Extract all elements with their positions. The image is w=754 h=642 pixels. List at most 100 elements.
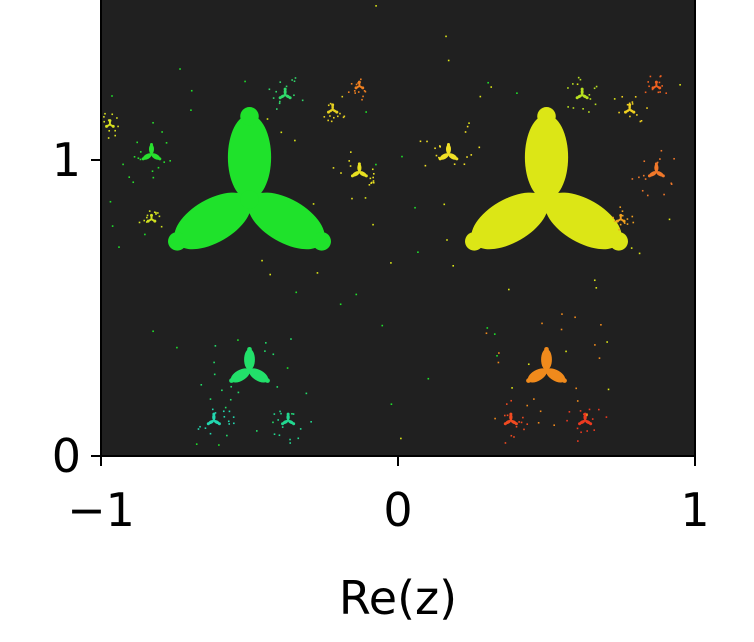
fractal-blob-20 xyxy=(615,213,626,223)
speckle xyxy=(160,225,163,228)
speckle xyxy=(494,417,496,420)
speckle xyxy=(371,168,374,171)
speckle xyxy=(111,225,114,227)
speckle xyxy=(493,333,496,335)
fractal-blob-4 xyxy=(141,142,162,161)
speckle xyxy=(630,247,633,249)
speckle xyxy=(265,342,267,344)
speckle xyxy=(276,108,278,110)
speckle xyxy=(497,361,500,364)
speckle xyxy=(446,239,448,241)
speckle xyxy=(589,98,592,100)
speckle xyxy=(576,427,579,430)
speckle xyxy=(213,373,216,376)
speckle xyxy=(593,279,596,282)
speckle xyxy=(479,95,482,98)
speckle xyxy=(631,178,634,180)
speckle xyxy=(478,146,481,149)
speckle xyxy=(594,344,596,346)
speckle xyxy=(332,167,335,169)
speckle xyxy=(269,273,272,276)
speckle xyxy=(629,115,631,118)
speckle xyxy=(506,414,509,417)
speckle xyxy=(598,357,601,359)
speckle xyxy=(280,131,283,134)
fractal-blob-1 xyxy=(465,107,628,251)
speckle xyxy=(400,437,402,440)
fractal-blob-9 xyxy=(281,412,296,426)
speckle xyxy=(568,411,571,413)
speckle xyxy=(104,112,106,115)
speckle xyxy=(278,434,281,437)
speckle xyxy=(522,416,524,419)
speckle xyxy=(445,35,447,38)
speckle xyxy=(516,92,518,94)
speckle xyxy=(372,223,374,226)
speckle xyxy=(426,140,428,143)
speckle xyxy=(605,416,608,418)
speckle xyxy=(553,424,555,427)
speckle xyxy=(255,430,258,432)
speckle xyxy=(143,219,146,222)
speckle xyxy=(132,181,135,184)
speckle xyxy=(161,131,163,133)
speckle xyxy=(636,114,638,116)
speckle xyxy=(111,113,114,116)
speckle xyxy=(613,220,616,223)
speckle xyxy=(351,197,353,200)
speckle xyxy=(339,303,342,306)
speckle xyxy=(526,404,529,407)
speckle xyxy=(606,341,608,343)
speckle xyxy=(146,214,149,217)
speckle xyxy=(341,95,344,98)
fractal-blob-6 xyxy=(350,162,368,178)
x-axis-label: Re(z) xyxy=(339,571,457,625)
speckle xyxy=(647,81,650,83)
speckle xyxy=(148,210,151,212)
speckle xyxy=(209,398,212,400)
speckle xyxy=(498,352,500,354)
speckle xyxy=(668,218,671,221)
speckle xyxy=(649,75,652,78)
speckle xyxy=(661,85,663,87)
speckle xyxy=(342,116,345,119)
y-tick-label: 0 xyxy=(52,429,81,483)
speckle xyxy=(145,221,148,223)
speckle xyxy=(626,218,629,220)
speckle xyxy=(279,100,281,103)
speckle xyxy=(560,328,563,331)
speckle xyxy=(679,83,681,86)
speckle xyxy=(593,87,596,90)
speckle xyxy=(579,78,582,81)
speckle xyxy=(576,83,579,86)
speckle xyxy=(336,115,339,118)
speckle xyxy=(511,387,513,389)
speckle xyxy=(293,94,295,97)
speckle xyxy=(470,154,473,156)
speckle xyxy=(567,106,569,108)
speckle xyxy=(390,262,392,264)
speckle xyxy=(286,367,289,369)
fractal-blob-12 xyxy=(278,87,292,100)
speckle xyxy=(329,115,331,117)
speckle xyxy=(152,176,155,179)
speckle xyxy=(273,433,276,436)
speckle xyxy=(533,398,535,400)
speckle xyxy=(375,163,377,166)
speckle xyxy=(577,440,579,442)
speckle xyxy=(638,176,640,179)
speckle xyxy=(504,442,507,444)
speckle xyxy=(417,251,419,254)
speckle xyxy=(266,118,269,120)
speckle xyxy=(349,151,352,153)
speckle xyxy=(659,75,662,78)
speckle xyxy=(486,327,489,329)
speckle xyxy=(218,444,220,446)
speckle xyxy=(582,108,584,110)
speckle xyxy=(576,400,579,402)
speckle xyxy=(414,206,416,209)
speckle xyxy=(360,78,362,81)
speckle xyxy=(277,419,279,421)
speckle xyxy=(136,141,139,144)
